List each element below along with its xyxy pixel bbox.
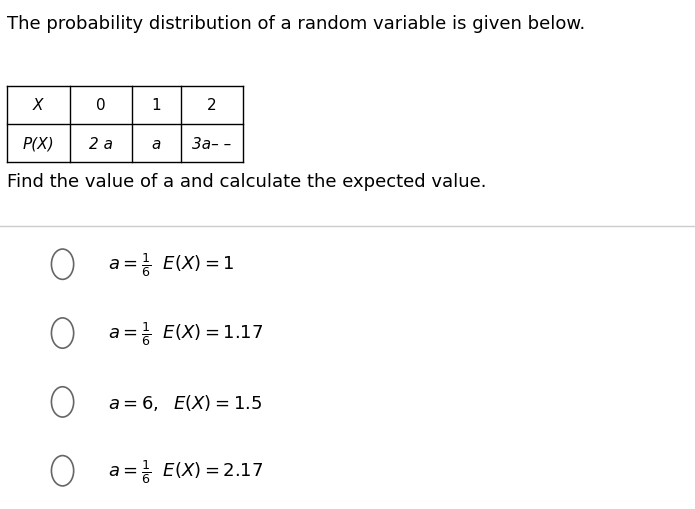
Text: The probability distribution of a random variable is given below.: The probability distribution of a random… (7, 15, 585, 33)
Text: $a = 6,$  $E( X ) = 1.5$: $a = 6,$ $E( X ) = 1.5$ (108, 392, 262, 412)
Text: $a = \frac{1}{6}$  $E( X ) = 1$: $a = \frac{1}{6}$ $E( X ) = 1$ (108, 251, 234, 278)
Text: 2 a: 2 a (89, 136, 113, 151)
Text: X: X (33, 98, 44, 113)
Text: P(X): P(X) (22, 136, 54, 151)
Text: a: a (152, 136, 161, 151)
Text: 2: 2 (207, 98, 217, 113)
Text: 1: 1 (152, 98, 161, 113)
Text: 3a– –: 3a– – (193, 136, 231, 151)
Text: $a = \frac{1}{6}$  $E( X ) = 2.17$: $a = \frac{1}{6}$ $E( X ) = 2.17$ (108, 457, 263, 485)
Text: $a = \frac{1}{6}$  $E( X ) = 1.17$: $a = \frac{1}{6}$ $E( X ) = 1.17$ (108, 320, 263, 347)
Text: 0: 0 (96, 98, 106, 113)
Text: Find the value of a and calculate the expected value.: Find the value of a and calculate the ex… (7, 173, 486, 191)
